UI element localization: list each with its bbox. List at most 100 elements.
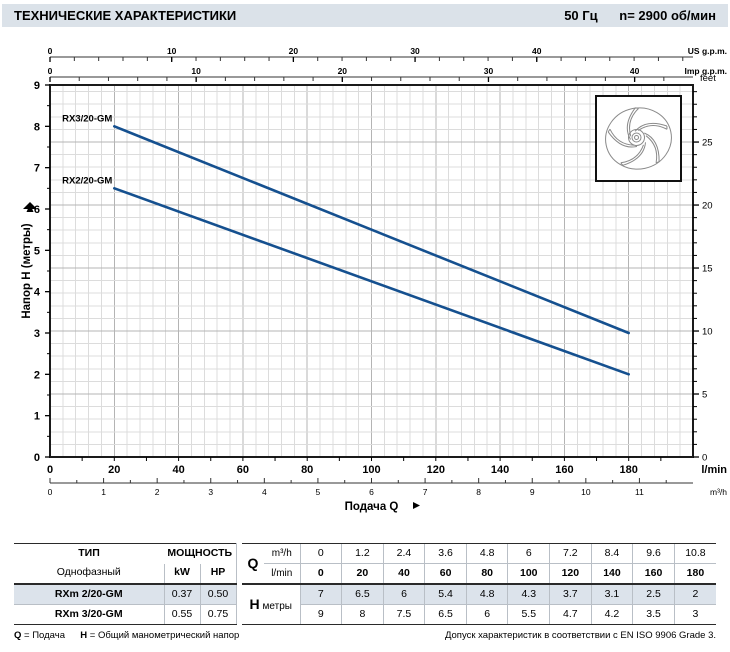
type-header: ТИП <box>14 543 164 564</box>
table-cell: 60 <box>424 563 467 585</box>
table-gap <box>236 543 242 625</box>
table-cell: 2.5 <box>632 584 675 605</box>
svg-text:feet: feet <box>700 73 716 84</box>
axis-titles: Подача Q Напор H (метры) <box>21 202 420 513</box>
svg-text:3: 3 <box>208 487 213 497</box>
svg-text:30: 30 <box>484 66 494 76</box>
table-header-row-2: Однофазный kW HP l/min 0 20 40 60 80 100… <box>14 563 716 585</box>
pump-kw: 0.37 <box>163 584 200 605</box>
power-header: МОЩНОСТЬ <box>164 543 237 564</box>
table-cell: 100 <box>507 563 550 585</box>
table-cell: 3.5 <box>632 604 675 625</box>
table-cell: 4.7 <box>549 604 592 625</box>
svg-text:10: 10 <box>581 487 591 497</box>
m3h-axis: 0 1 2 3 4 5 6 7 8 9 10 11 m³/h <box>48 478 727 497</box>
table-cell: 6 <box>465 604 508 625</box>
svg-text:0: 0 <box>48 46 53 56</box>
pump-row-rxm2: RXm 2/20-GM 0.37 0.50 H метры 7 6.5 6 5.… <box>14 584 716 625</box>
tolerance-note: Допуск характеристик в соответствии с EN… <box>444 630 716 641</box>
table-cell: 9 <box>299 604 342 625</box>
table-cell: 6 <box>507 543 550 564</box>
table-cell: 4.8 <box>465 543 508 564</box>
hp-header: HP <box>199 563 237 585</box>
svg-text:0: 0 <box>47 464 53 476</box>
svg-text:6: 6 <box>34 204 40 216</box>
header-bar: ТЕХНИЧЕСКИЕ ХАРАКТЕРИСТИКИ 50 Гц n= 2900… <box>2 4 728 27</box>
pump-curves: RX3/20-GM RX2/20-GM <box>62 113 631 376</box>
table-cell: 4.8 <box>465 584 508 605</box>
svg-text:10: 10 <box>191 66 201 76</box>
svg-text:80: 80 <box>301 464 313 476</box>
table-cell: 6 <box>382 584 425 605</box>
h-term: H <box>80 630 88 641</box>
svg-text:5: 5 <box>316 487 321 497</box>
svg-text:6: 6 <box>369 487 374 497</box>
svg-text:7: 7 <box>34 163 40 175</box>
svg-text:140: 140 <box>491 464 509 476</box>
table-header-row-1: ТИП МОЩНОСТЬ Q m³/h 0 1.2 2.4 3.6 4.8 6 … <box>14 543 716 625</box>
svg-text:1: 1 <box>34 411 40 423</box>
pump-performance-chart: 0 10 20 30 40 US g.p.m.0 10 20 30 40 Imp g.p.m.012… <box>21 46 727 513</box>
svg-text:0: 0 <box>34 452 40 464</box>
h-label: H <box>249 595 260 612</box>
phase-label: Однофазный <box>14 563 164 585</box>
table-cell: 140 <box>590 563 633 585</box>
pump-kw: 0.55 <box>163 604 200 625</box>
svg-text:7: 7 <box>423 487 428 497</box>
table-cell: 6.5 <box>424 604 467 625</box>
h-definition: = Общий манометрический напор <box>89 630 240 641</box>
svg-text:160: 160 <box>555 464 573 476</box>
h-unit: метры <box>262 600 292 612</box>
legend-definitions: Q = Подача H = Общий манометрический нап… <box>14 630 239 641</box>
kw-header: kW <box>163 563 200 585</box>
svg-text:Imp g.p.m.: Imp g.p.m. <box>685 66 728 76</box>
table-cell: 3.7 <box>549 584 592 605</box>
svg-text:0: 0 <box>48 66 53 76</box>
table-cell: 5.5 <box>507 604 550 625</box>
table-cell: 3.1 <box>590 584 633 605</box>
curve-label: RX2/20-GM <box>62 175 112 186</box>
svg-text:60: 60 <box>237 464 249 476</box>
svg-text:Подача Q: Подача Q <box>345 501 399 513</box>
svg-text:1: 1 <box>101 487 106 497</box>
table-cell: 20 <box>341 563 384 585</box>
svg-text:20: 20 <box>108 464 120 476</box>
table-cell: 9.6 <box>632 543 675 564</box>
q-unit-m3h: m³/h <box>264 543 300 564</box>
svg-text:100: 100 <box>362 464 380 476</box>
svg-text:2: 2 <box>34 369 40 381</box>
grid <box>50 85 693 457</box>
imp-gpm-axis: 0 10 20 30 40 Imp g.p.m. <box>48 66 727 82</box>
svg-text:5: 5 <box>702 390 707 401</box>
page-title: ТЕХНИЧЕСКИЕ ХАРАКТЕРИСТИКИ <box>14 8 237 23</box>
svg-text:20: 20 <box>338 66 348 76</box>
impeller-inset <box>595 95 682 182</box>
x-axis-arrow-icon <box>413 502 420 509</box>
svg-text:0: 0 <box>702 453 707 464</box>
meters-axis: 0 1 2 3 4 5 6 7 8 9 <box>34 80 50 464</box>
curve-label: RX3/20-GM <box>62 113 112 124</box>
svg-text:40: 40 <box>630 66 640 76</box>
svg-text:10: 10 <box>702 327 713 338</box>
table-cell: 120 <box>549 563 592 585</box>
q-definition: = Подача <box>24 630 65 641</box>
svg-text:11: 11 <box>635 487 644 497</box>
table-cell: 4.2 <box>590 604 633 625</box>
us-gpm-axis: 0 10 20 30 40 US g.p.m. <box>48 46 727 62</box>
svg-text:180: 180 <box>620 464 638 476</box>
table-cell: 180 <box>673 563 716 585</box>
speed-label: n= 2900 об/мин <box>619 8 716 23</box>
table-cell: 7.2 <box>549 543 592 564</box>
table-cell: 160 <box>632 563 675 585</box>
table-cell: 6.5 <box>341 584 384 605</box>
svg-text:5: 5 <box>34 245 40 257</box>
svg-text:2: 2 <box>155 487 160 497</box>
svg-text:US g.p.m.: US g.p.m. <box>688 46 727 56</box>
pump-type: RXm 3/20-GM <box>14 604 164 625</box>
svg-text:0: 0 <box>48 487 53 497</box>
curve-RX3/20-GM <box>113 125 631 335</box>
svg-text:15: 15 <box>702 264 713 275</box>
table-cell: 7.5 <box>382 604 425 625</box>
pump-hp: 0.50 <box>199 584 237 605</box>
